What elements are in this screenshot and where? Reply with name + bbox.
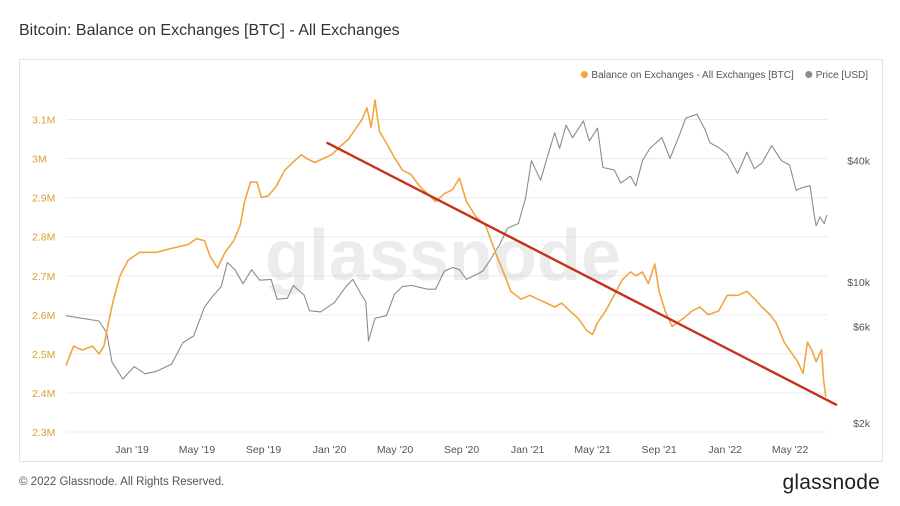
page-title: Bitcoin: Balance on Exchanges [BTC] - Al… [19,22,400,39]
legend-label-price-usd[interactable]: Price [USD] [816,70,868,81]
left-tick-2-9m: 2.9M [32,193,55,205]
annotations [326,141,838,406]
right-axis-ticks: $2k $6k $10k $40k [847,156,871,430]
watermark: glassnode [265,216,621,296]
chart-panel: glassnode 2.3M 2.4M 2.5M 2.6M 2.7M 2.8M 2.9M 3M… [19,59,883,462]
x-tick-jan-20: Jan '20 [313,444,347,456]
copyright-text: © 2022 Glassnode. All Rights Reserved. [19,476,225,488]
x-tick-may-21: May '21 [574,444,611,456]
left-tick-2-7m: 2.7M [32,271,55,283]
grid-lines [66,119,828,433]
x-axis-ticks: Jan '19 May '19 Sep '19 Jan '20 May '20 Sep '… [115,444,808,456]
left-axis-ticks: 2.3M 2.4M 2.5M 2.6M 2.7M 2.8M 2.9M 3M 3.1M [32,115,55,439]
left-tick-3-1m: 3.1M [32,115,55,127]
exchange-balance-chart: glassnode 2.3M 2.4M 2.5M 2.6M 2.7M 2.8M 2.9M 3M… [32,70,871,456]
x-tick-jan-19: Jan '19 [115,444,149,456]
left-tick-2-5m: 2.5M [32,349,55,361]
right-tick-40k: $40k [847,156,871,168]
left-tick-3m: 3M [32,154,47,166]
right-tick-2k: $2k [853,418,871,430]
x-tick-jan-22: Jan '22 [708,444,742,456]
x-tick-sep-19: Sep '19 [246,444,281,456]
left-tick-2-8m: 2.8M [32,232,55,244]
x-tick-sep-20: Sep '20 [444,444,479,456]
series-lines [65,99,828,397]
x-tick-jan-21: Jan '21 [511,444,545,456]
x-tick-sep-21: Sep '21 [641,444,676,456]
trendline-0 [326,141,838,406]
x-tick-may-22: May '22 [772,444,809,456]
left-tick-2-3m: 2.3M [32,427,55,439]
glassnode-logo[interactable]: glassnode [782,471,880,494]
right-tick-10k: $10k [847,277,871,289]
series-line-balance-on-exchanges-all-exchanges-btc [65,99,827,397]
right-tick-6k: $6k [853,322,871,334]
legend[interactable]: Price [USD] Balance on Exchanges - All Ex… [580,70,868,81]
x-tick-may-19: May '19 [179,444,216,456]
legend-marker-price-usd[interactable] [805,71,813,78]
legend-marker-balance-on-exchanges-all-exchanges-btc[interactable] [580,71,588,78]
left-tick-2-6m: 2.6M [32,310,55,322]
left-tick-2-4m: 2.4M [32,388,55,400]
legend-label-balance-on-exchanges-all-exchanges-btc[interactable]: Balance on Exchanges - All Exchanges [BT… [591,70,794,81]
series-line-price-usd [65,113,828,380]
x-tick-may-20: May '20 [377,444,414,456]
